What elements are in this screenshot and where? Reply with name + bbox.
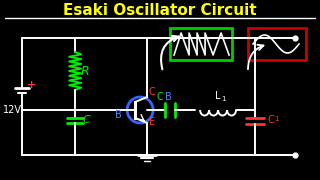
Text: R: R xyxy=(81,64,90,78)
Text: C: C xyxy=(82,115,90,125)
Text: E: E xyxy=(149,117,155,127)
Text: B: B xyxy=(165,92,172,102)
Bar xyxy=(170,28,232,60)
Text: 12V: 12V xyxy=(3,105,22,115)
Text: C: C xyxy=(157,92,164,102)
Text: +: + xyxy=(27,80,36,90)
Bar xyxy=(248,28,306,60)
Text: L: L xyxy=(215,91,221,101)
Text: 1: 1 xyxy=(221,96,225,102)
Text: C: C xyxy=(149,87,156,97)
Text: B: B xyxy=(115,110,122,120)
Text: Esaki Oscillator Circuit: Esaki Oscillator Circuit xyxy=(63,3,257,17)
Text: C: C xyxy=(267,115,274,125)
Text: 1: 1 xyxy=(274,116,278,122)
